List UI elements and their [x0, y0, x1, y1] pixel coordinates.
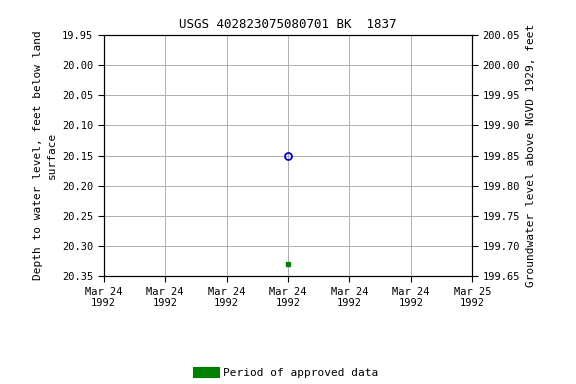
Title: USGS 402823075080701 BK  1837: USGS 402823075080701 BK 1837 — [179, 18, 397, 31]
Y-axis label: Groundwater level above NGVD 1929, feet: Groundwater level above NGVD 1929, feet — [526, 24, 536, 287]
Y-axis label: Depth to water level, feet below land
surface: Depth to water level, feet below land su… — [33, 31, 56, 280]
Legend: Period of approved data: Period of approved data — [193, 363, 383, 382]
